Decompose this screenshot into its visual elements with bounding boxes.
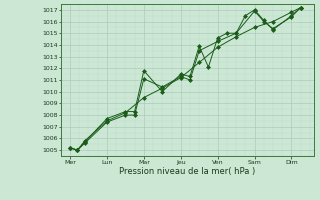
X-axis label: Pression niveau de la mer( hPa ): Pression niveau de la mer( hPa ) (119, 167, 255, 176)
